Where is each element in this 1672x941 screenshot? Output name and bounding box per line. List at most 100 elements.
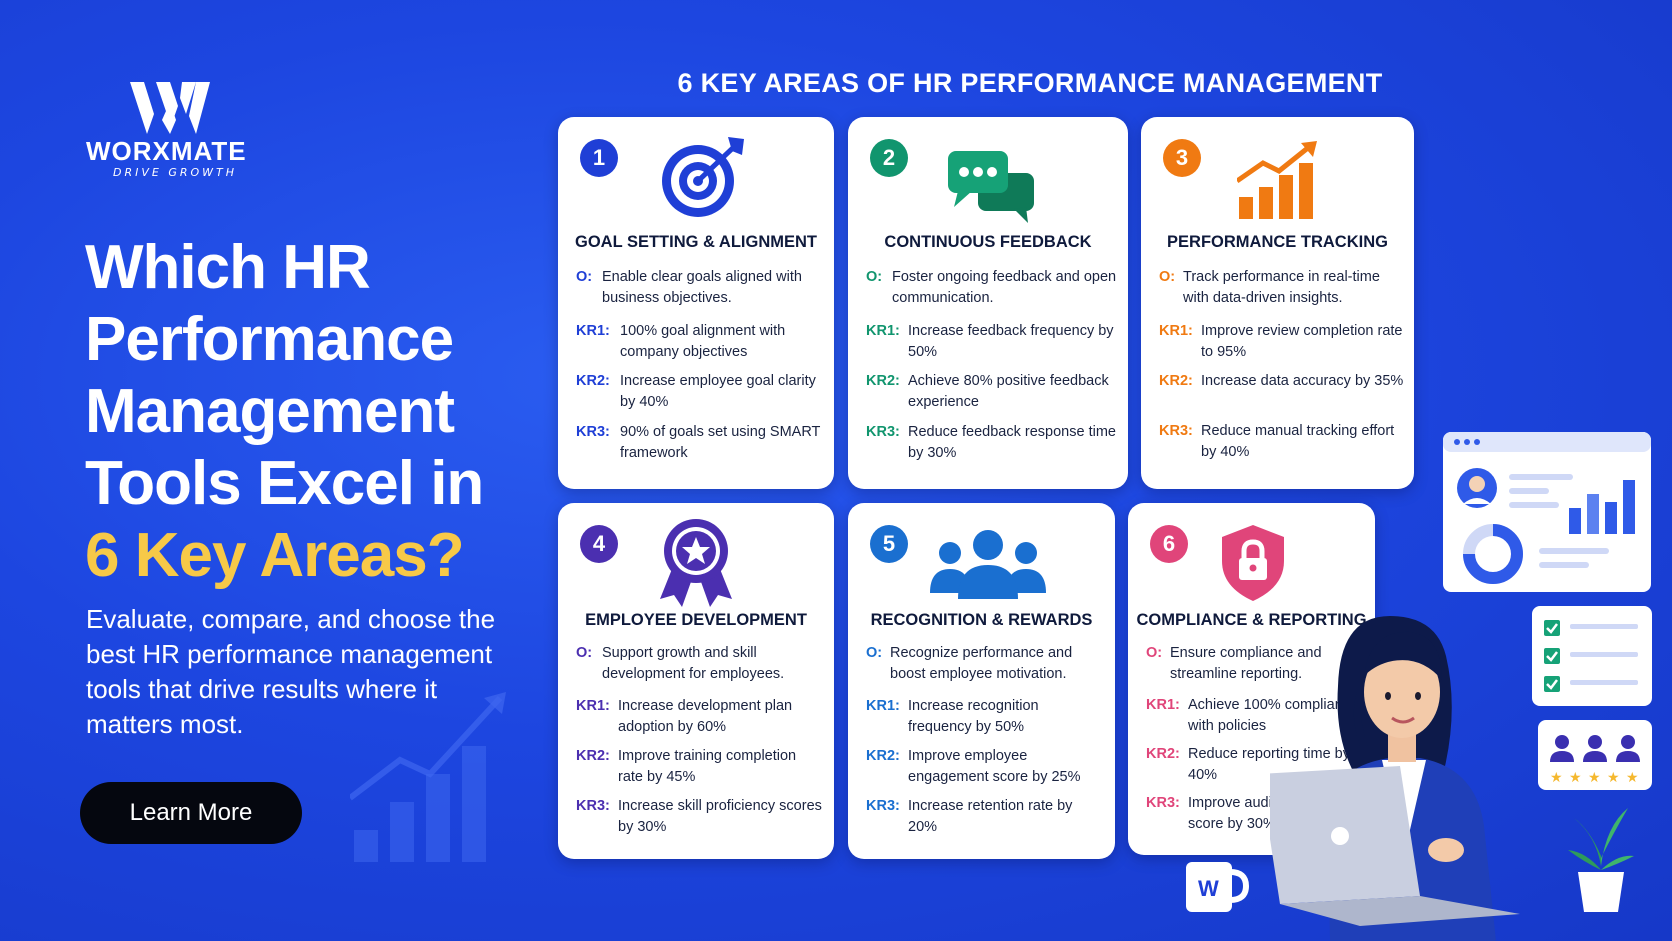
svg-text:★: ★: [1607, 770, 1620, 786]
key-result-text: Increase feedback frequency by 50%: [908, 323, 1114, 360]
svg-text:★: ★: [1626, 770, 1639, 786]
objective-label: O:: [576, 269, 593, 285]
hero-title-line: Tools Excel in: [85, 449, 484, 518]
key-result-text: 100% goal alignment with company objecti…: [620, 323, 786, 360]
objective-row: O: Enable clear goals aligned with busin…: [576, 267, 824, 309]
objective-label: O:: [1146, 645, 1163, 661]
area-number-badge: 1: [580, 139, 618, 177]
key-result-text: 90% of goals set using SMART framework: [620, 424, 821, 461]
potted-plant-icon: [1568, 808, 1634, 912]
objective-row: O: Foster ongoing feedback and open comm…: [866, 267, 1118, 309]
key-result-text: Improve training completion rate by 45%: [618, 748, 797, 785]
objective-label: O:: [866, 269, 883, 285]
area-card-employee-development: 4 EMPLOYEE DEVELOPMENT O: Support growth…: [558, 503, 834, 859]
key-result-label: KR3:: [576, 798, 610, 814]
key-result-label: KR2:: [866, 748, 900, 764]
key-result-label: KR2:: [576, 748, 610, 764]
objective-label: O:: [866, 645, 883, 661]
key-result-label: KR3:: [866, 798, 900, 814]
key-result-label: KR2:: [1146, 746, 1180, 762]
key-result-text: Achieve 80% positive feedback experience: [908, 373, 1109, 410]
hero-title-line: Performance: [85, 305, 454, 374]
key-result-row: KR3: Increase skill proficiency scores b…: [576, 796, 824, 838]
hero-subtitle: Evaluate, compare, and choose the best H…: [86, 604, 496, 739]
team-rating-icon: ★ ★ ★ ★ ★: [1550, 735, 1640, 786]
worxmate-mark-icon: [130, 82, 210, 134]
area-title: RECOGNITION & REWARDS: [870, 611, 1093, 629]
coffee-mug-icon: W: [1186, 862, 1250, 912]
key-result-row: KR1: Improve review completion rate to 9…: [1159, 321, 1404, 363]
objective-text: Track performance in real-time with data…: [1183, 269, 1380, 306]
target-icon: [662, 137, 744, 217]
key-result-row: KR3: Reduce feedback response time by 30…: [866, 422, 1118, 464]
area-title: EMPLOYEE DEVELOPMENT: [585, 611, 807, 629]
key-result-text: Increase development plan adoption by 60…: [618, 698, 793, 735]
key-result-row: KR1: Increase feedback frequency by 50%: [866, 321, 1118, 363]
key-result-row: KR1: Increase development plan adoption …: [576, 696, 824, 738]
key-result-text: Increase skill proficiency scores by 30%: [618, 798, 822, 835]
objective-text: Recognize performance and boost employee…: [890, 645, 1073, 682]
section-title: 6 KEY AREAS OF HR PERFORMANCE MANAGEMENT: [677, 68, 1383, 98]
area-card-performance-tracking: 3 PERFORMANCE TRACKING O: Track performa…: [1141, 117, 1414, 489]
mug-letter: W: [1198, 876, 1219, 901]
key-result-row: KR1: Increase recognition frequency by 5…: [866, 696, 1105, 738]
key-result-text: Increase recognition frequency by 50%: [908, 698, 1039, 735]
rating-illustration: ★ ★ ★ ★ ★: [1538, 720, 1652, 790]
hero-title-line: Management: [85, 377, 455, 446]
background-growth-chart-icon: [350, 692, 506, 862]
area-number-badge: 3: [1163, 139, 1201, 177]
key-result-row: KR2: Improve employee engagement score b…: [866, 746, 1105, 788]
key-result-row: KR3: 90% of goals set using SMART framew…: [576, 422, 824, 464]
key-result-label: KR2:: [866, 373, 900, 389]
key-result-label: KR1:: [1159, 323, 1193, 339]
objective-row: O: Recognize performance and boost emplo…: [866, 643, 1105, 685]
learn-more-button[interactable]: Learn More: [80, 782, 302, 844]
chat-bubbles-icon: [948, 151, 1034, 223]
key-result-row: KR1: 100% goal alignment with company ob…: [576, 321, 824, 363]
key-result-label: KR3:: [1159, 423, 1193, 439]
area-number-badge: 4: [580, 525, 618, 563]
dashboard-icon: [1443, 432, 1651, 584]
key-result-row: KR2: Increase employee goal clarity by 4…: [576, 371, 824, 413]
area-title: COMPLIANCE & REPORTING: [1136, 611, 1367, 629]
key-result-text: Reduce feedback response time by 30%: [908, 424, 1116, 461]
hero-title-highlight: 6 Key Areas?: [85, 521, 465, 590]
objective-text: Ensure compliance and streamline reporti…: [1170, 645, 1322, 682]
objective-label: O:: [1159, 269, 1176, 285]
key-result-row: KR2: Improve training completion rate by…: [576, 746, 824, 788]
objective-text: Support growth and skill development for…: [602, 645, 785, 682]
area-title: CONTINUOUS FEEDBACK: [884, 233, 1092, 251]
key-result-label: KR1:: [866, 323, 900, 339]
key-result-label: KR2:: [1159, 373, 1193, 389]
objective-label: O:: [576, 645, 593, 661]
hero-title: Which HR Performance Management Tools Ex…: [85, 232, 525, 592]
key-result-row: KR3: Reduce manual tracking effort by 40…: [1159, 421, 1404, 463]
growth-chart-icon: [1237, 141, 1317, 219]
key-result-text: Improve employee engagement score by 25%: [908, 748, 1081, 785]
checklist-icon: [1544, 620, 1638, 692]
key-result-label: KR1:: [1146, 697, 1180, 713]
objective-text: Foster ongoing feedback and open communi…: [892, 269, 1117, 306]
objective-row: O: Support growth and skill development …: [576, 643, 824, 685]
objective-row: O: Track performance in real-time with d…: [1159, 267, 1404, 309]
key-result-text: Increase data accuracy by 35%: [1201, 373, 1404, 389]
brand-tagline: DRIVE GROWTH: [113, 166, 238, 179]
dashboard-illustration: [1443, 432, 1651, 592]
key-result-label: KR3:: [866, 424, 900, 440]
key-result-row: KR2: Reduce reporting time by 40%: [1146, 744, 1365, 786]
key-result-text: Reduce manual tracking effort by 40%: [1201, 423, 1395, 460]
key-result-label: KR1:: [866, 698, 900, 714]
key-result-label: KR3:: [576, 424, 610, 440]
area-number-badge: 5: [870, 525, 908, 563]
objective-row: O: Ensure compliance and streamline repo…: [1146, 643, 1365, 685]
area-number-badge: 2: [870, 139, 908, 177]
area-card-continuous-feedback: 2 CONTINUOUS FEEDBACK O: Foster ongoing …: [848, 117, 1128, 489]
area-card-goal-setting: 1 GOAL SETTING & ALIGNMENT O: Enable cle…: [558, 117, 834, 489]
objective-text: Enable clear goals aligned with business…: [602, 269, 802, 306]
checklist-illustration: [1532, 606, 1652, 706]
key-result-text: Reduce reporting time by 40%: [1188, 746, 1350, 783]
area-title: GOAL SETTING & ALIGNMENT: [575, 233, 817, 251]
key-result-text: Increase retention rate by 20%: [908, 798, 1073, 835]
key-result-row: KR3: Increase retention rate by 20%: [866, 796, 1105, 838]
key-result-label: KR1:: [576, 323, 610, 339]
